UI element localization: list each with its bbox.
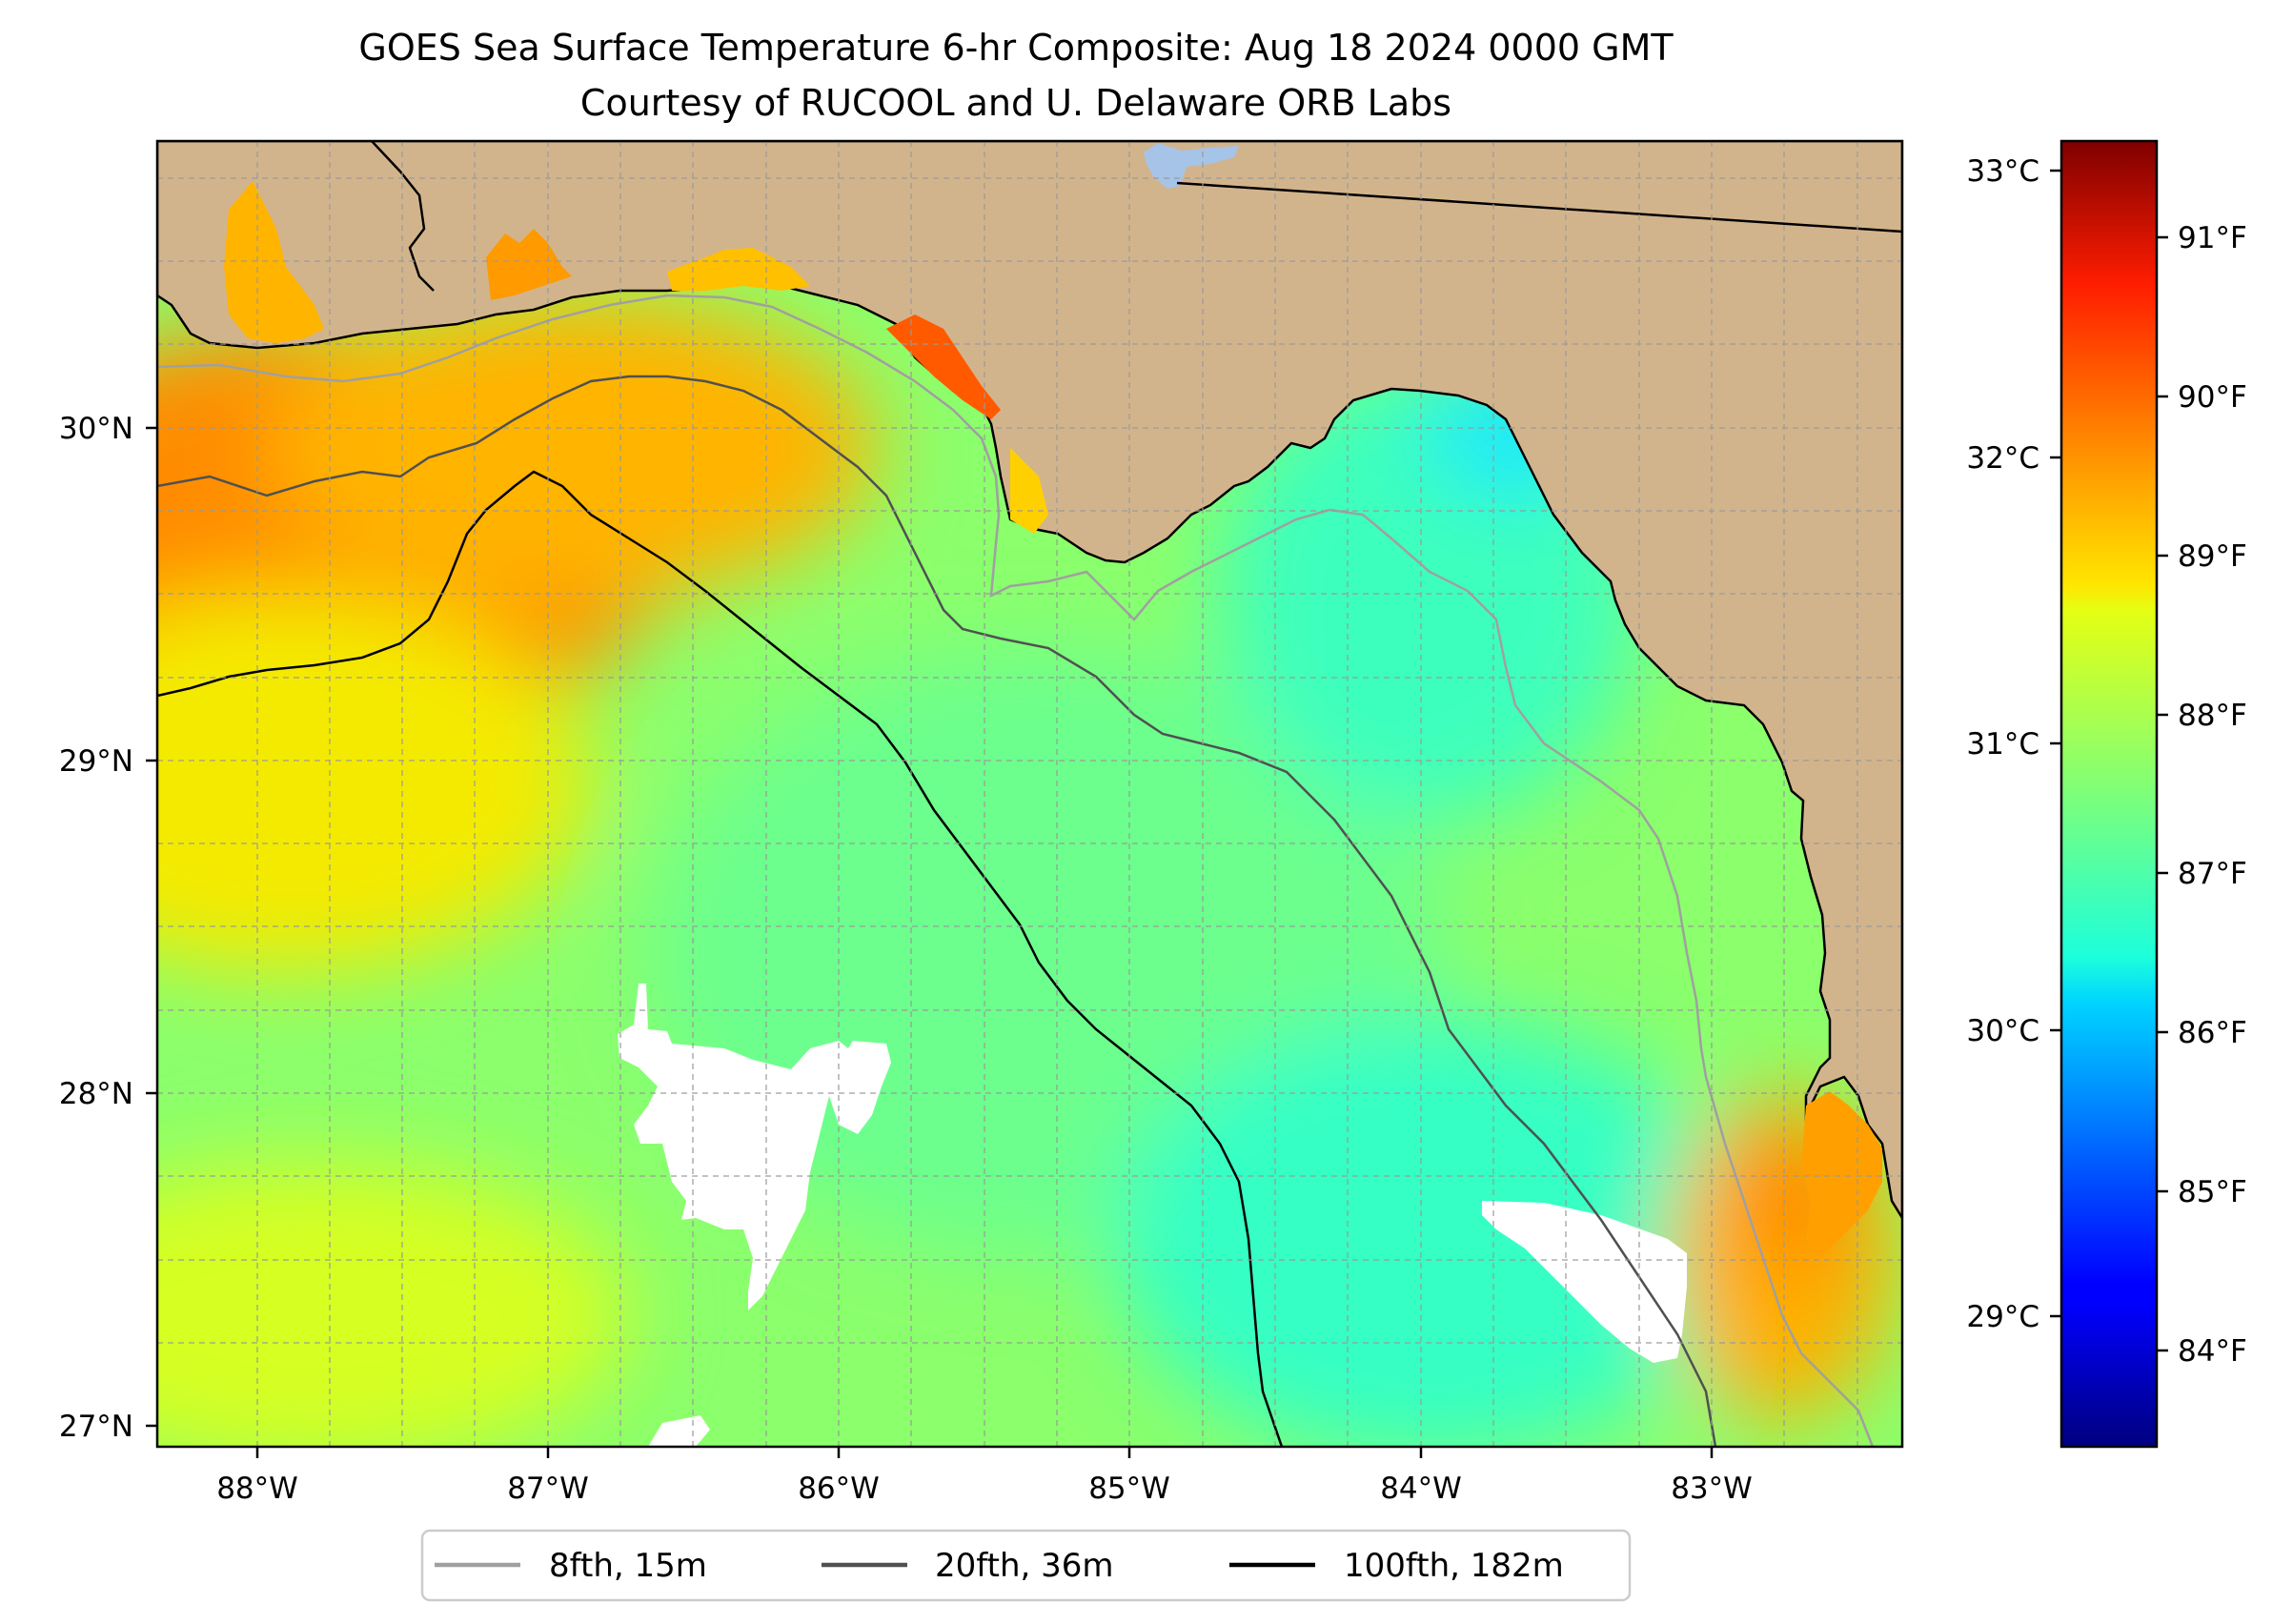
y-axis: 27°N 28°N 29°N 30°N [59,412,157,1444]
colorbar-c-tick: 31°C [1966,727,2039,761]
land-tampa-warm [1801,1091,1882,1258]
sst-yellow-west [157,591,591,972]
colorbar-fahrenheit-axis: 84°F 85°F 86°F 87°F 88°F 89°F 90°F 91°F [2157,221,2247,1369]
colorbar-c-tick: 30°C [1966,1014,2039,1048]
x-axis: 88°W 87°W 86°W 85°W 84°W 83°W [216,1447,1753,1506]
map-title-line2: Courtesy of RUCOOL and U. Delaware ORB L… [580,82,1451,124]
legend-label-8fth: 8fth, 15m [549,1547,707,1585]
x-tick-label: 83°W [1671,1472,1753,1506]
colorbar-f-tick: 91°F [2178,221,2247,255]
no-data-patch-south [648,1415,710,1447]
map-frame [155,139,1904,1449]
land-coast-warm-strip-2 [667,248,810,291]
land-coast-warm-strip-3 [886,315,1001,419]
x-tick-label: 86°W [798,1472,880,1506]
y-tick-label: 28°N [59,1077,133,1111]
x-tick-label: 84°W [1380,1472,1462,1506]
sst-field [157,295,1897,1447]
colorbar-f-tick: 86°F [2178,1016,2247,1050]
colorbar-f-tick: 84°F [2178,1334,2247,1369]
land-mobile-bay-notch [224,181,324,343]
legend-label-20fth: 20fth, 36m [935,1547,1114,1585]
colorbar-celsius-axis: 29°C 30°C 31°C 32°C 33°C [1966,154,2061,1334]
no-data-patch-west [618,984,891,1310]
y-tick-label: 29°N [59,744,133,779]
colorbar-c-tick: 32°C [1966,441,2039,476]
map-title-line1: GOES Sea Surface Temperature 6-hr Compos… [358,27,1674,69]
map-grid [157,141,1902,1447]
colorbar-f-tick: 90°F [2178,380,2247,415]
contour-8fth [157,294,1875,1447]
x-tick-label: 87°W [507,1472,589,1506]
colorbar: 84°F 85°F 86°F 87°F 88°F 89°F 90°F 91°F … [1966,139,2247,1449]
state-border [1176,181,1902,233]
colorbar-f-tick: 85°F [2178,1175,2247,1209]
legend-label-100fth: 100fth, 182m [1344,1547,1564,1585]
x-tick-label: 88°W [216,1472,298,1506]
sst-southeast-cool [1115,1020,1744,1447]
colorbar-f-tick: 89°F [2178,539,2247,574]
river-boundary [371,141,435,292]
colorbar-gradient [2060,139,2159,1449]
contour-100fth [157,470,1284,1447]
sst-yellow-southwest [157,1163,629,1447]
land-coast-warm-strip-4 [1010,448,1048,534]
colorbar-c-tick: 33°C [1966,154,2039,189]
land-coast-warm-strip-1 [486,229,572,300]
no-data-patch-east [1482,1201,1687,1363]
colorbar-f-tick: 87°F [2178,857,2247,891]
colorbar-f-tick: 88°F [2178,699,2247,733]
contour-legend: 8fth, 15m 20fth, 36m 100fth, 182m [420,1529,1632,1602]
x-tick-label: 85°W [1088,1472,1170,1506]
map-panel [157,141,1902,1447]
contour-20fth [157,375,1717,1447]
colorbar-c-tick: 29°C [1966,1300,2039,1334]
y-tick-label: 30°N [59,412,133,446]
legend-box [420,1529,1632,1602]
y-tick-label: 27°N [59,1410,133,1444]
water-body-lake [1144,143,1239,189]
sst-warm-band [267,295,877,600]
